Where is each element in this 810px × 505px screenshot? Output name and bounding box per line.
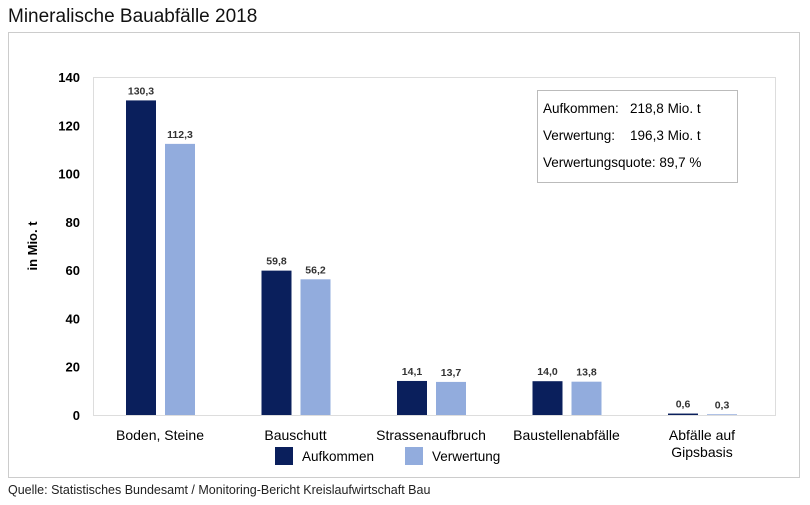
legend-swatch xyxy=(405,447,423,465)
x-tick-label: Baustellenabfälle xyxy=(513,427,620,443)
y-tick-label: 20 xyxy=(66,360,80,375)
data-label: 0,3 xyxy=(715,399,730,411)
data-label: 13,8 xyxy=(576,367,597,379)
y-tick-label: 120 xyxy=(58,118,80,133)
data-label: 130,3 xyxy=(128,85,154,97)
bar-verwertung xyxy=(707,414,737,415)
data-label: 59,8 xyxy=(266,256,287,268)
bar-aufkommen xyxy=(261,270,292,415)
info-box xyxy=(537,90,738,183)
legend: Aufkommen Verwertung xyxy=(275,447,500,465)
x-tick-label: Strassenaufbruch xyxy=(376,427,486,443)
data-label: 112,3 xyxy=(167,129,193,141)
legend-swatch xyxy=(275,447,293,465)
source-note: Quelle: Statistisches Bundesamt / Monito… xyxy=(8,483,430,497)
y-tick-label: 140 xyxy=(58,70,80,85)
bar-verwertung xyxy=(436,381,466,415)
data-label: 0,6 xyxy=(676,399,691,411)
legend-label: Verwertung xyxy=(432,449,500,464)
info-verwertung: Verwertung: 196,3 Mio. t xyxy=(543,128,701,143)
y-tick-label: 60 xyxy=(66,263,80,278)
data-label: 14,1 xyxy=(402,366,423,378)
bar-verwertung xyxy=(571,381,602,415)
bar-aufkommen xyxy=(126,100,156,415)
bar-verwertung xyxy=(165,143,195,415)
x-tick-label: Boden, Steine xyxy=(116,427,204,443)
y-tick-label: 0 xyxy=(73,408,80,423)
data-label: 14,0 xyxy=(537,366,558,378)
bar-aufkommen xyxy=(397,380,427,415)
bar-aufkommen xyxy=(668,413,698,415)
x-tick-label: Abfälle auf xyxy=(669,427,735,443)
plot-area xyxy=(93,77,776,416)
x-tick-label: Gipsbasis xyxy=(671,444,732,460)
y-tick-label: 40 xyxy=(66,311,80,326)
bar-aufkommen xyxy=(532,381,563,415)
chart-title: Mineralische Bauabfälle 2018 xyxy=(8,6,257,27)
bar-verwertung xyxy=(300,279,331,415)
info-quote: Verwertungsquote: 89,7 % xyxy=(543,155,701,170)
legend-label: Aufkommen xyxy=(302,449,374,464)
y-axis-label: in Mio. t xyxy=(25,221,40,271)
y-tick-label: 80 xyxy=(66,215,80,230)
x-tick-label: Bauschutt xyxy=(264,427,326,443)
y-tick-label: 100 xyxy=(58,167,80,182)
info-aufkommen: Aufkommen: 218,8 Mio. t xyxy=(543,101,701,116)
data-label: 56,2 xyxy=(305,264,326,276)
data-label: 13,7 xyxy=(441,367,462,379)
